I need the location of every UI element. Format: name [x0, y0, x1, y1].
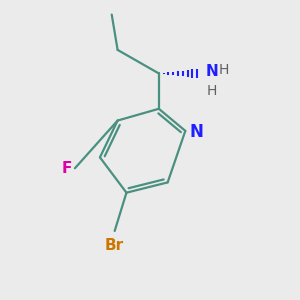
- Text: Br: Br: [105, 238, 124, 253]
- Text: N: N: [190, 123, 204, 141]
- Text: F: F: [61, 161, 72, 176]
- Text: H: H: [207, 84, 217, 98]
- Text: H: H: [218, 64, 229, 77]
- Text: N: N: [206, 64, 219, 80]
